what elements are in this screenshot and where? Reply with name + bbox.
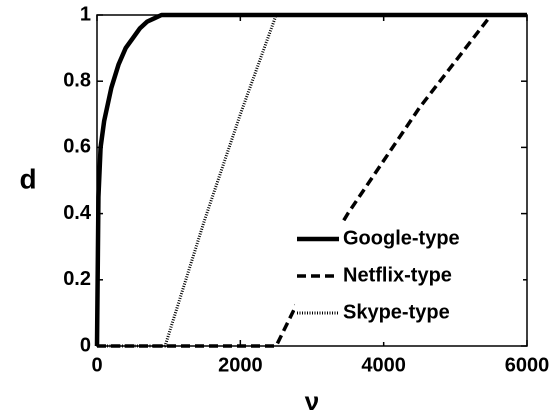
series-line (97, 13, 527, 348)
x-tick-label: 6000 (505, 354, 550, 376)
x-axis-label: ν (305, 386, 319, 416)
x-tick-label: 4000 (361, 354, 406, 376)
y-tick-label: 0.6 (63, 136, 91, 158)
y-tick-label: 0.4 (63, 202, 92, 224)
y-tick-label: 1 (80, 3, 91, 25)
y-tick-label: 0 (80, 334, 91, 356)
x-tick-label: 0 (91, 354, 102, 376)
y-tick-label: 0.2 (63, 268, 91, 290)
legend-label: Netflix-type (343, 264, 452, 286)
legend-label: Google-type (343, 227, 460, 249)
legend-label: Skype-type (343, 301, 450, 323)
axes-frame (96, 14, 528, 347)
x-tick-label: 2000 (218, 354, 263, 376)
y-axis-label: d (19, 163, 36, 194)
y-tick-label: 0.8 (63, 69, 91, 91)
